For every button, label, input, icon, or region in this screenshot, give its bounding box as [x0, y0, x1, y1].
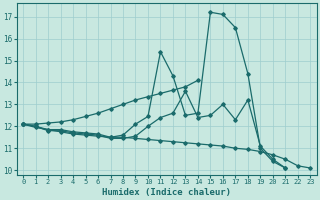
- X-axis label: Humidex (Indice chaleur): Humidex (Indice chaleur): [102, 188, 231, 197]
